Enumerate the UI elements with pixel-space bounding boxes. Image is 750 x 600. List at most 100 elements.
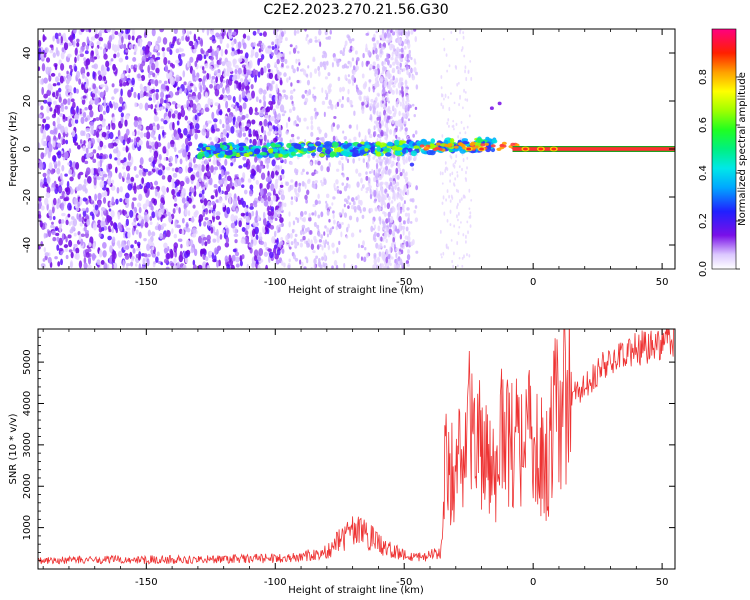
heatmap-cell [267,69,272,73]
heatmap-cell [158,79,162,84]
heatmap-cell [49,107,53,112]
heatmap-cell [108,208,112,212]
heatmap-cell [306,79,311,86]
heatmap-cell [325,200,328,204]
heatmap-cell [315,170,319,174]
heatmap-cell [275,31,278,39]
heatmap-cell [231,144,238,149]
heatmap-cell [204,63,209,69]
heatmap-cell [126,29,131,34]
heatmap-cell [333,219,336,225]
heatmap-cell [165,85,170,91]
heatmap-cell [192,259,196,266]
heatmap-cell [243,152,250,157]
colorbar-tick-label: 0.4 [698,165,709,181]
heatmap-cell [205,130,210,138]
heatmap-cell [159,106,164,111]
heatmap-cell [85,147,89,154]
heatmap-cell [137,243,141,249]
heatmap-cell [461,167,463,172]
heatmap-cell [445,244,448,249]
heatmap-cell [365,43,368,50]
heatmap-cell [466,98,469,102]
x-tick-label: 0 [530,277,536,288]
heatmap-cell [332,210,335,214]
heatmap-cell [395,101,399,108]
heatmap-cell [118,135,122,141]
heatmap-cell [266,192,272,197]
heatmap-cell [254,148,261,154]
heatmap-cell [385,256,388,264]
heatmap-cell [52,52,56,58]
heatmap-cell [118,106,123,113]
heatmap-cell [57,160,61,168]
heatmap-cell [348,202,352,206]
heatmap-cell [396,264,400,269]
heatmap-cell [446,167,449,171]
heatmap-cell [111,196,115,205]
heatmap-cell [263,200,269,207]
heatmap-cell [398,69,402,75]
heatmap-cell [138,263,142,269]
colorbar-tick-label: 0.6 [698,117,709,133]
heatmap-cell [209,65,213,70]
heatmap-cell [209,45,213,53]
heatmap-cell [352,65,356,71]
heatmap-cell [373,257,378,265]
heatmap-cell [70,216,75,220]
heatmap-cell [166,229,171,238]
heatmap-cell [182,70,186,78]
heatmap-cell [259,182,262,190]
heatmap-cell [281,206,284,211]
heatmap-cell [97,90,100,95]
heatmap-cell [343,254,347,259]
heatmap-cell [206,238,211,245]
heatmap-cell [72,218,78,227]
heatmap-cell [286,143,292,149]
heatmap-cell [44,255,48,261]
heatmap-cell [321,100,326,105]
heatmap-cell [111,96,115,100]
heatmap-cell [360,177,363,184]
heatmap-cell [92,83,97,90]
heatmap-cell [258,87,263,95]
heatmap-cell [470,198,473,202]
heatmap-cell [55,90,59,97]
heatmap-cell [194,133,198,140]
heatmap-cell [136,185,141,190]
heatmap-cell [404,56,407,61]
heatmap-cell [246,158,250,165]
heatmap-cell [404,176,409,182]
heatmap-cell [410,150,418,157]
heatmap-cell [463,126,465,130]
heatmap-cell [107,177,112,186]
heatmap-cell [396,228,400,234]
heatmap-cell [81,83,85,91]
heatmap-cell [101,192,106,198]
heatmap-cell [72,40,76,48]
heatmap-cell [259,136,263,140]
heatmap-cell [155,256,159,263]
heatmap-cell [271,41,275,46]
heatmap-cell [381,60,384,67]
heatmap-cell [402,68,406,72]
heatmap-cell [186,30,190,38]
heatmap-cell [459,96,461,100]
heatmap-cell [484,142,490,147]
heatmap-cell [252,228,256,238]
heatmap-cell [389,181,393,187]
heatmap-cell [201,164,205,173]
heatmap-cell [147,238,152,246]
heatmap-cell [369,105,372,112]
heatmap-cell [184,137,189,146]
heatmap-cell [207,97,211,106]
heatmap-cell [337,59,341,63]
heatmap-cell [91,167,94,176]
heatmap-cell [333,56,337,62]
heatmap-cell [333,182,336,189]
heatmap-cell [169,49,173,56]
heatmap-cell [69,188,74,195]
heatmap-cell [131,131,136,136]
heatmap-cell [53,108,57,117]
heatmap-cell [344,74,348,81]
